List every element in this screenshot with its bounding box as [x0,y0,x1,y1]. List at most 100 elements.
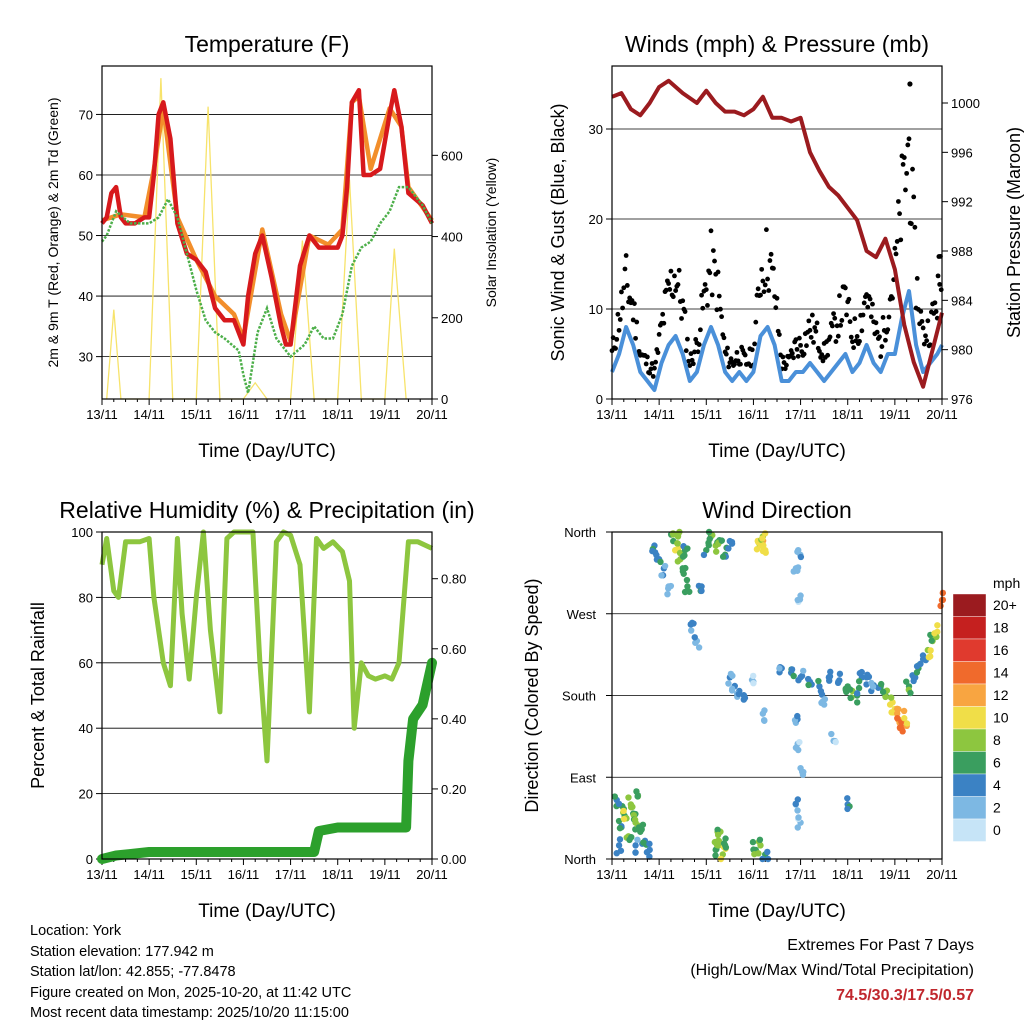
gust-point [752,341,758,347]
legend-swatch [952,616,987,640]
gust-point [667,287,673,292]
direction-point [749,838,757,846]
humidity-line [99,529,434,764]
gust-point [848,334,854,340]
gust-point [685,336,690,342]
gust-point [755,286,761,292]
direction-point [836,670,844,678]
direction-point [879,688,887,695]
location-text: Location: York [30,923,122,939]
gust-point [807,327,813,333]
gust-point [723,351,729,357]
direction-point [695,582,703,590]
gust-point [795,353,801,359]
gust-point [827,334,833,340]
x-tick-label: 14/11 [133,407,165,422]
x-tick-label: 13/11 [86,867,118,882]
direction-point [927,647,934,654]
legend-label: 10 [993,710,1009,726]
direction-point [756,836,764,844]
y-tick-label: North [564,852,596,867]
gust-point [814,320,820,326]
direction-point [907,689,914,697]
x-axis-label: Time (Day/UTC) [708,441,846,462]
gust-point [895,199,901,204]
gust-point [874,329,880,335]
y2-axis-label: Station Pressure (Maroon) [1004,127,1024,338]
gust-point [789,350,795,356]
direction-point [863,681,870,688]
x-tick-label: 19/11 [879,407,911,422]
direction-point [931,630,938,637]
y2-tick-label: 0.80 [441,572,466,587]
gust-point [910,166,915,172]
gust-point [904,170,910,176]
gust-point [878,354,884,360]
direction-point [759,535,766,542]
direction-point [653,551,660,559]
y2-tick-label: 980 [951,343,973,358]
x-tick-label: 16/11 [228,867,260,882]
chart-title: Winds (mph) & Pressure (mb) [625,31,929,57]
direction-point [900,707,908,715]
direction-point [794,596,801,604]
y2-tick-label: 992 [951,195,973,210]
legend-label: 8 [993,732,1001,748]
gust-point [885,327,891,333]
direction-point [727,670,735,678]
direction-point [760,542,767,549]
solar-insolation-line [106,78,407,400]
gust-point [725,345,730,351]
direction-point [817,687,825,695]
gust-point [633,335,638,341]
gust-point [920,325,926,331]
legend-title: mph [993,575,1020,591]
gust-point [619,289,624,295]
gust-point [650,374,656,379]
direction-point [819,698,826,705]
direction-point [632,849,639,856]
direction-point [615,800,623,808]
y2-tick-label: 0.20 [441,782,466,797]
direction-point [631,816,639,823]
y-axis-label: Percent & Total Rainfall [28,602,48,789]
gust-point [938,287,944,293]
gust-point [697,327,703,333]
gust-point [918,308,924,314]
direction-point [903,678,910,685]
gust-point [773,305,779,311]
direction-point [615,817,623,825]
gust-point [921,341,927,347]
direction-point [877,680,885,688]
x-tick-label: 17/11 [785,407,817,422]
gust-point [861,300,867,306]
direction-point [646,853,653,860]
x-tick-label: 20/11 [926,407,958,422]
direction-point [674,558,682,565]
legend-swatch [952,773,987,797]
direction-point [634,836,641,843]
direction-point [633,788,640,795]
direction-point [788,666,796,673]
gust-point [865,304,871,310]
chart-title: Relative Humidity (%) & Precipitation (i… [59,497,474,523]
direction-point [750,672,757,680]
direction-point [882,693,889,701]
y2-tick-label: 0 [441,392,448,407]
direction-point [937,602,944,610]
gust-point [676,267,682,273]
gust-point [798,342,803,348]
gust-point [905,142,911,148]
y-tick-label: 60 [79,168,93,183]
direction-point [703,546,710,554]
gust-point [893,251,899,257]
series-line-2m-t [100,87,434,347]
gust-point [661,320,667,326]
x-tick-label: 19/11 [369,407,401,422]
legend-label: 2 [993,800,1001,816]
gust-point [715,269,721,275]
direction-point [794,824,801,831]
gust-point [620,305,626,311]
direction-point [719,553,727,560]
gust-point [763,227,769,233]
